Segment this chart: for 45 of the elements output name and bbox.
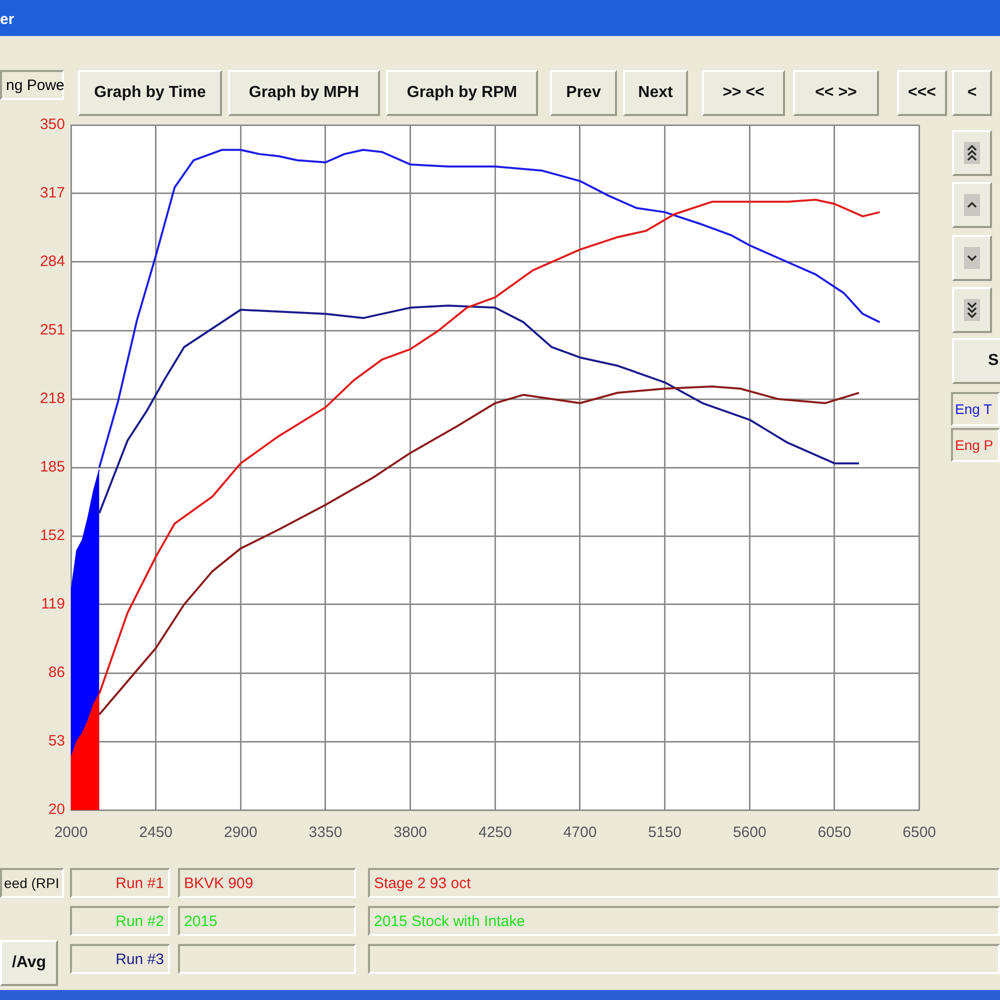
y-tick-label: 20 (48, 801, 65, 818)
y-tick-label: 251 (40, 322, 65, 339)
text: << >> (793, 70, 879, 116)
text: Run #2 (70, 906, 170, 936)
y-tick-label: 119 (41, 596, 65, 613)
x-tick-label: 4700 (563, 824, 597, 842)
x-tick-label: 5600 (732, 824, 766, 842)
y-tick-label: 218 (40, 390, 65, 408)
y-tick-label: 53 (48, 732, 65, 750)
text: 2015 (178, 906, 356, 936)
text: 2015 Stock with Intake (368, 906, 1000, 936)
text: Run #3 (70, 944, 170, 974)
y-tick-label: 152 (40, 527, 65, 544)
text: Run #1 (70, 868, 170, 898)
text: er (0, 10, 16, 30)
x-tick-label: 3350 (308, 824, 342, 842)
x-tick-label: 4250 (478, 824, 512, 842)
x-tick-label: 5150 (648, 824, 682, 842)
y-tick-label: 317 (40, 184, 65, 202)
x-tick-label: 2000 (54, 824, 88, 842)
y-tick-label: 86 (48, 664, 65, 682)
x-tick-label: 6500 (902, 824, 936, 842)
text: Graph by RPM (386, 70, 538, 116)
text: >> << (702, 70, 785, 116)
y-tick-label: 284 (40, 253, 65, 270)
x-tick-label: 2450 (139, 824, 173, 842)
text: <<< (897, 70, 947, 116)
text: BKVK 909 (178, 868, 356, 898)
text: Next (623, 70, 688, 116)
text: S (952, 338, 1000, 384)
text: Stage 2 93 oct (368, 868, 1000, 898)
y-tick-label: 185 (40, 458, 65, 476)
text: Eng T (951, 392, 1000, 426)
x-tick-label: 2900 (224, 824, 258, 842)
text: Graph by Time (78, 70, 222, 116)
y-axis-title: ng Powe (0, 70, 64, 100)
y-tick-label: 350 (40, 116, 65, 134)
x-tick-label: 3800 (394, 824, 428, 842)
text: Eng P (951, 428, 1000, 462)
text: < (952, 70, 992, 116)
text: Prev (550, 70, 617, 116)
x-tick-label: 6050 (818, 824, 852, 842)
text: /Avg (0, 940, 58, 986)
text: Graph by MPH (228, 70, 380, 116)
text: eed (RPI (0, 868, 64, 898)
